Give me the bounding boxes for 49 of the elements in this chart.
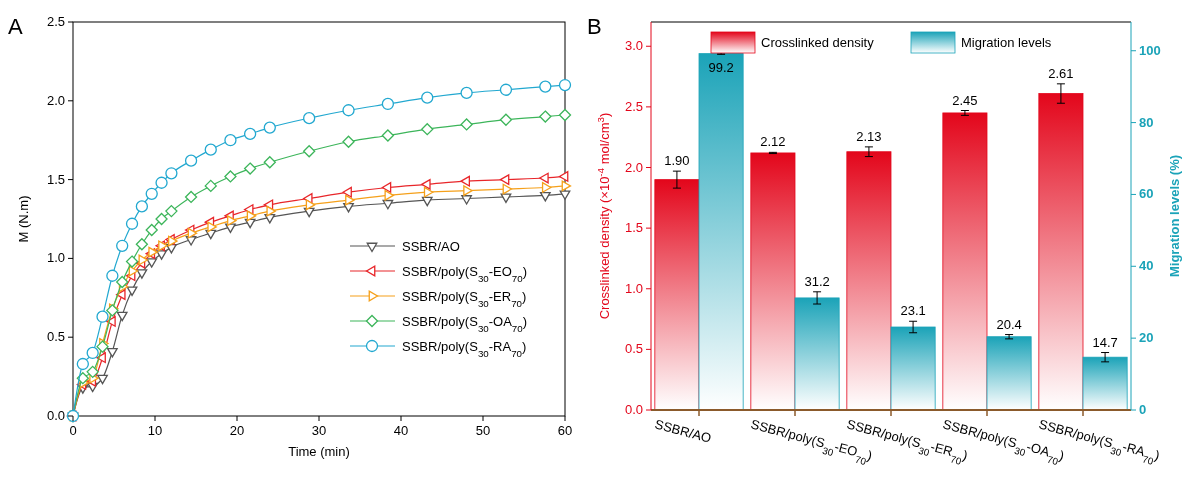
data-label: 23.1 — [900, 303, 926, 319]
x-tick-label: 60 — [557, 423, 573, 438]
x-tick-label: 40 — [393, 423, 409, 438]
legend-label: SSBR/poly(S$_{30}$-OA$_{70}$) — [402, 314, 528, 334]
legend-label: SSBR/poly(S$_{30}$-ER$_{70}$) — [402, 289, 527, 309]
y2-tick-label: 60 — [1139, 186, 1154, 202]
y-tick-label: 1.0 — [46, 250, 65, 266]
data-label: 2.13 — [856, 128, 882, 144]
y2-tick-label: 0 — [1139, 402, 1147, 417]
y-tick-label: 0.5 — [46, 329, 65, 345]
y-axis-title: M (N.m) — [16, 195, 31, 243]
x-tick-label: SSBR/AO — [653, 416, 713, 446]
data-label: 14.7 — [1092, 334, 1118, 350]
x-axis-title: Time (min) — [288, 444, 350, 459]
y-tick-label: 3.0 — [624, 38, 643, 54]
data-label: 2.61 — [1048, 65, 1074, 81]
data-label: 20.4 — [996, 316, 1022, 332]
y-tick-label: 1.0 — [624, 280, 643, 296]
legend-label: SSBR/poly(S$_{30}$-EO$_{70}$) — [402, 264, 528, 284]
data-label: 31.2 — [804, 273, 830, 289]
y2-tick-label: 80 — [1139, 114, 1154, 130]
y-tick-label: 1.5 — [46, 171, 65, 187]
legend-label: SSBR/AO — [402, 239, 460, 254]
x-tick-label: 30 — [311, 423, 327, 438]
x-tick-label: 20 — [229, 423, 245, 438]
text: A — [8, 14, 23, 39]
y-tick-label: 2.5 — [624, 98, 643, 114]
x-tick-label: 0 — [69, 423, 77, 438]
y-tick-label: 0.0 — [46, 408, 65, 423]
y-tick-label: 2.0 — [624, 159, 643, 175]
y-tick-label: 2.5 — [46, 14, 65, 29]
data-label: 2.12 — [760, 134, 786, 150]
x-tick-label: 10 — [147, 423, 163, 438]
text: B — [587, 14, 602, 39]
y2-tick-label: 100 — [1139, 42, 1161, 58]
x-tick-label: 50 — [475, 423, 491, 438]
y2-axis-title: Migration levels (%) — [1167, 154, 1182, 278]
legend-label: Migration levels — [961, 35, 1052, 50]
y-tick-label: 0.5 — [624, 341, 643, 357]
legend-label: SSBR/poly(S$_{30}$-RA$_{70}$) — [402, 339, 527, 359]
data-label: 1.90 — [664, 153, 690, 169]
legend-label: Crosslinked density — [761, 35, 875, 50]
data-label: 2.45 — [952, 92, 978, 108]
y-tick-label: 1.5 — [624, 220, 643, 236]
y2-tick-label: 20 — [1139, 330, 1154, 346]
data-label: 99.2 — [708, 60, 734, 76]
y2-tick-label: 40 — [1139, 258, 1154, 274]
y-tick-label: 0.0 — [624, 402, 643, 417]
y-tick-label: 2.0 — [46, 92, 65, 108]
